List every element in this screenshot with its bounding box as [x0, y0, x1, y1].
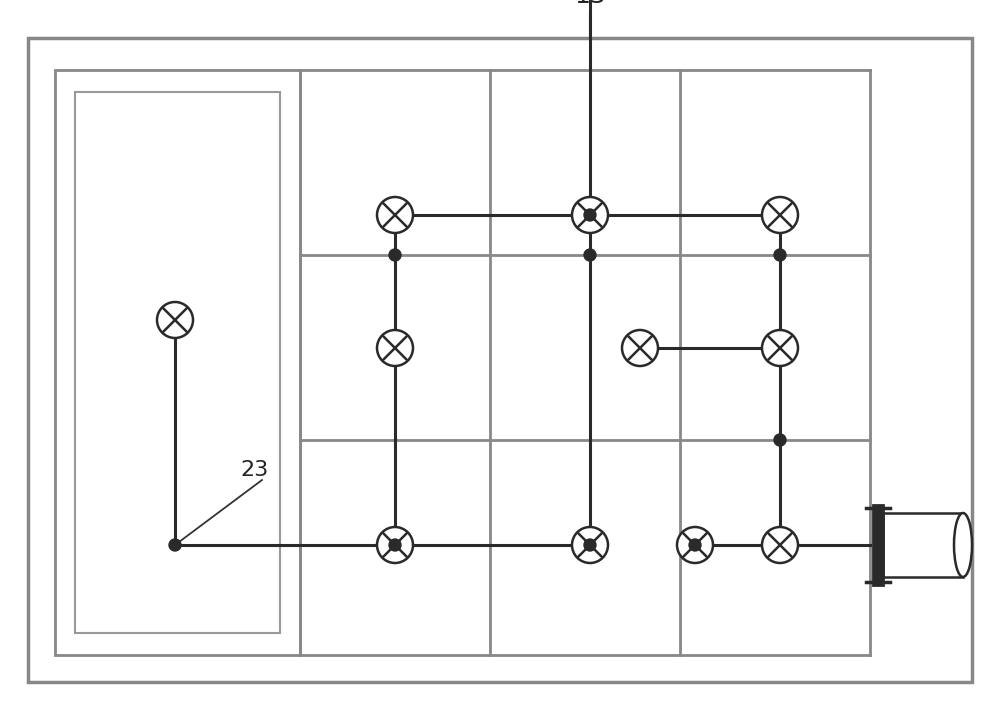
- Circle shape: [572, 197, 608, 233]
- Circle shape: [377, 330, 413, 366]
- Circle shape: [157, 302, 193, 338]
- Circle shape: [584, 249, 596, 261]
- Bar: [55, 70, 300, 655]
- Circle shape: [389, 539, 401, 551]
- Circle shape: [689, 539, 701, 551]
- Circle shape: [572, 527, 608, 563]
- Text: 13: 13: [574, 0, 606, 8]
- Circle shape: [377, 527, 413, 563]
- Circle shape: [169, 539, 181, 551]
- Bar: [873, 505, 883, 585]
- Circle shape: [762, 527, 798, 563]
- Circle shape: [774, 434, 786, 446]
- Circle shape: [677, 527, 713, 563]
- Circle shape: [762, 197, 798, 233]
- Circle shape: [622, 330, 658, 366]
- Bar: [75, 92, 280, 633]
- Circle shape: [774, 249, 786, 261]
- Circle shape: [584, 209, 596, 221]
- Ellipse shape: [954, 513, 972, 577]
- Bar: [883, 513, 963, 577]
- Circle shape: [762, 330, 798, 366]
- Circle shape: [377, 197, 413, 233]
- Circle shape: [584, 539, 596, 551]
- Circle shape: [389, 249, 401, 261]
- Text: 23: 23: [240, 460, 268, 480]
